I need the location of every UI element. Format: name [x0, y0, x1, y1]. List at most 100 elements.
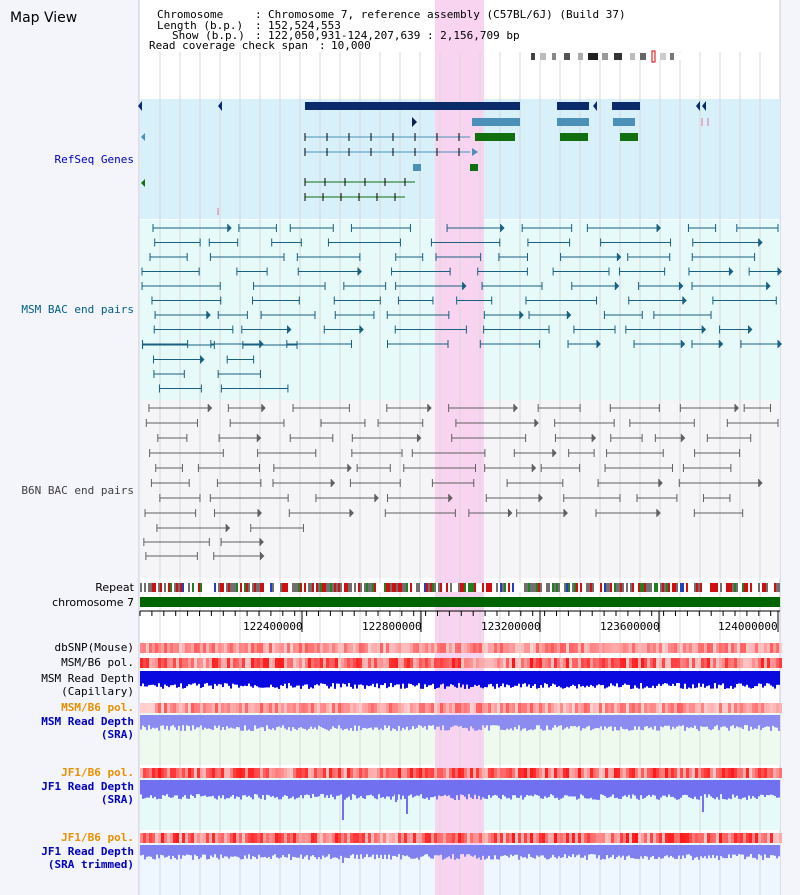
polymorphism-cell	[323, 768, 326, 778]
read-depth-bar	[248, 715, 250, 730]
read-depth-bar	[564, 845, 566, 855]
read-depth-bar	[732, 671, 734, 689]
read-depth-bar	[616, 715, 618, 731]
read-depth-bar	[386, 780, 388, 797]
repeat-segment	[362, 583, 364, 592]
polymorphism-cell	[536, 643, 539, 653]
repeat-segment	[208, 583, 210, 592]
read-depth-bar	[606, 845, 608, 856]
read-depth-bar	[690, 845, 692, 856]
polymorphism-cell	[662, 643, 665, 653]
bac-arrow-icon	[331, 479, 336, 487]
repeat-segment	[406, 583, 408, 592]
read-depth-bar	[704, 780, 706, 795]
polymorphism-cell	[176, 703, 179, 713]
polymorphism-cell	[653, 768, 656, 778]
polymorphism-cell	[350, 643, 353, 653]
read-depth-bar	[222, 780, 224, 796]
read-depth-bar	[222, 845, 224, 858]
polymorphism-cell	[374, 703, 377, 713]
polymorphism-cell	[644, 643, 647, 653]
polymorphism-cell	[455, 703, 458, 713]
polymorphism-cell	[749, 643, 752, 653]
read-depth-bar	[234, 845, 236, 857]
read-depth-bar	[522, 845, 524, 858]
polymorphism-cell	[650, 658, 653, 668]
read-depth-bar	[642, 845, 644, 859]
repeat-segment	[598, 583, 600, 592]
read-depth-bar	[728, 845, 730, 855]
read-depth-bar	[472, 845, 474, 857]
polymorphism-cell	[659, 833, 662, 843]
polymorphism-cell	[578, 658, 581, 668]
polymorphism-cell	[545, 643, 548, 653]
repeat-segment	[324, 583, 326, 592]
repeat-segment	[306, 583, 308, 592]
polymorphism-cell	[554, 703, 557, 713]
read-depth-bar	[412, 780, 414, 798]
polymorphism-cell	[539, 703, 542, 713]
polymorphism-cell	[440, 833, 443, 843]
polymorphism-cell	[743, 833, 746, 843]
polymorphism-cell	[368, 643, 371, 653]
polymorphism-cell	[773, 768, 776, 778]
read-depth-bar	[214, 845, 216, 855]
repeat-segment	[210, 583, 212, 592]
read-depth-bar	[276, 845, 278, 858]
read-depth-bar	[582, 845, 584, 858]
polymorphism-cell	[605, 768, 608, 778]
repeat-segment	[576, 583, 578, 592]
read-depth-bar	[560, 671, 562, 688]
repeat-segment	[154, 583, 156, 592]
read-depth-bar	[170, 715, 172, 727]
read-depth-bar	[658, 671, 660, 684]
read-depth-bar	[636, 715, 638, 730]
polymorphism-cell	[644, 768, 647, 778]
read-depth-bar	[294, 845, 296, 858]
read-depth-bar	[416, 780, 418, 796]
polymorphism-cell	[266, 768, 269, 778]
read-depth-bar	[504, 715, 506, 731]
read-depth-bar	[572, 845, 574, 855]
polymorphism-cell	[452, 833, 455, 843]
polymorphism-cell	[242, 833, 245, 843]
polymorphism-cell	[185, 643, 188, 653]
polymorphism-cell	[617, 658, 620, 668]
polymorphism-cell	[656, 703, 659, 713]
polymorphism-cell	[659, 658, 662, 668]
polymorphism-cell	[290, 658, 293, 668]
polymorphism-cell	[173, 643, 176, 653]
read-depth-bar	[772, 845, 774, 856]
read-depth-bar	[728, 715, 730, 731]
read-depth-bar	[510, 671, 512, 688]
read-depth-bar	[750, 845, 752, 855]
bac-arrow-icon	[519, 311, 524, 319]
polymorphism-cell	[575, 833, 578, 843]
polymorphism-cell	[236, 643, 239, 653]
read-depth-bar	[550, 845, 552, 858]
read-depth-bar	[274, 845, 276, 855]
polymorphism-cell	[680, 833, 683, 843]
polymorphism-cell	[443, 643, 446, 653]
repeat-segment	[142, 583, 144, 592]
read-depth-bar	[286, 715, 288, 730]
repeat-segment	[476, 583, 478, 592]
polymorphism-cell	[335, 703, 338, 713]
read-depth-bar	[344, 780, 346, 800]
read-depth-bar	[260, 715, 262, 728]
read-depth-bar	[526, 671, 528, 687]
repeat-segment	[622, 583, 624, 592]
polymorphism-cell	[641, 768, 644, 778]
read-depth-bar	[160, 715, 162, 726]
read-depth-bar	[148, 845, 150, 857]
polymorphism-cell	[494, 643, 497, 653]
read-depth-bar	[210, 671, 212, 686]
polymorphism-cell	[479, 768, 482, 778]
repeat-segment	[434, 583, 436, 592]
polymorphism-cell	[746, 703, 749, 713]
polymorphism-cell	[218, 703, 221, 713]
read-depth-bar	[372, 715, 374, 730]
polymorphism-cell	[776, 703, 779, 713]
repeat-segment	[536, 583, 538, 592]
polymorphism-cell	[647, 658, 650, 668]
